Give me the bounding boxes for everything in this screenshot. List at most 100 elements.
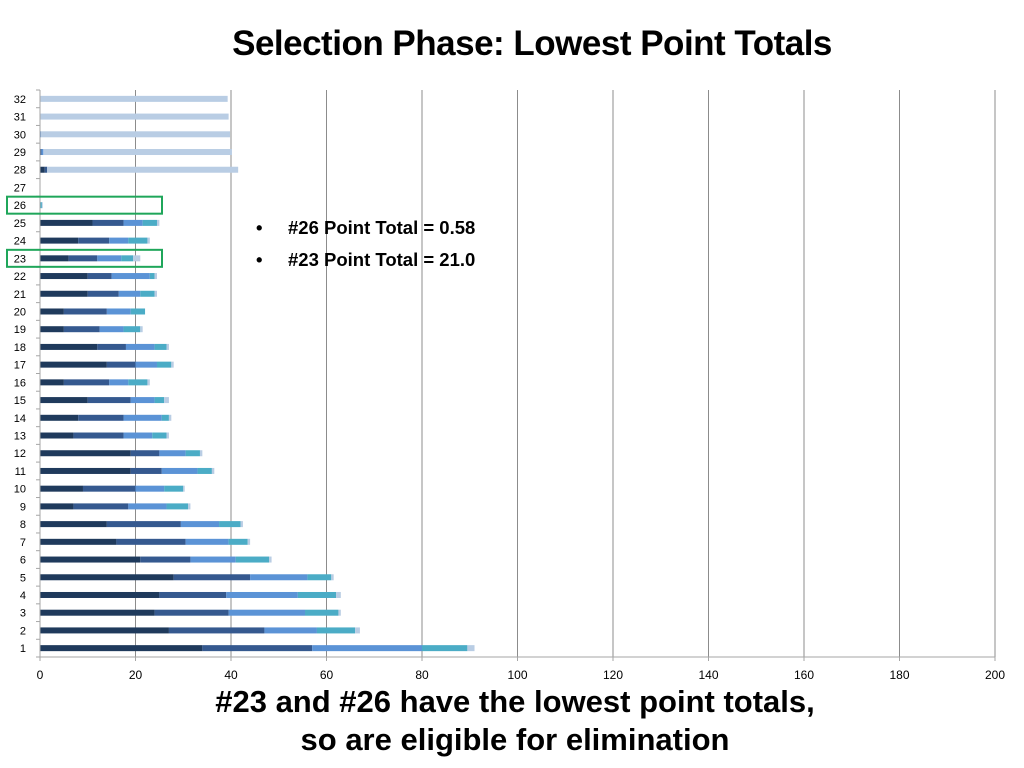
bar-6-seg-1 [40,556,141,563]
bar-9-seg-4 [166,503,189,510]
y-tick-label-17: 17 [14,360,26,372]
y-tick-labels: 1234567891011121314151617181920212223242… [14,94,26,655]
bar-5-seg-1 [40,574,174,581]
y-tick-label-1: 1 [20,643,26,655]
bar-11-seg-3 [161,467,198,474]
bar-12-seg-1 [40,450,131,457]
y-tick-label-19: 19 [14,324,26,336]
bar-18-seg-3 [125,343,155,350]
bar-11-seg-4 [197,467,212,474]
bar-26-seg-4 [40,202,42,209]
x-tick-label-140: 140 [698,668,718,682]
x-tick-label-0: 0 [37,668,44,682]
bar-28-seg-5 [47,166,239,173]
y-tick-label-28: 28 [14,165,26,177]
bar-16-seg-5 [147,379,150,386]
bar-11-seg-5 [211,467,215,474]
y-tick-label-4: 4 [20,590,26,602]
bar-15-seg-1 [40,397,88,404]
caption-line-2: so are eligible for elimination [300,722,730,757]
y-tick-label-11: 11 [15,466,26,478]
x-tick-label-20: 20 [129,668,143,682]
y-tick-label-14: 14 [14,413,26,425]
bar-3-seg-4 [305,609,339,616]
y-tick-label-20: 20 [14,306,26,318]
slide-title: Selection Phase: Lowest Point Totals [232,24,832,63]
y-tick-label-8: 8 [20,519,26,531]
x-tick-label-100: 100 [507,668,527,682]
bar-1-seg-4 [422,645,468,652]
bar-8-seg-2 [106,521,181,528]
bullet-item-23: #23 Point Total = 21.0 [256,244,475,276]
bar-19-seg-4 [123,326,141,333]
bars [40,95,475,652]
stacked-bar-chart: 1234567891011121314151617181920212223242… [6,89,1005,682]
y-tick-label-12: 12 [14,448,26,460]
y-tick-label-24: 24 [14,236,26,248]
bar-14-seg-5 [168,414,172,421]
bar-4-seg-2 [159,591,227,598]
bar-1-seg-5 [467,645,475,652]
bar-31-seg-5 [40,113,229,120]
highlight-boxes [6,195,163,268]
bar-13-seg-1 [40,432,74,439]
bar-20-seg-3 [106,308,131,315]
bar-13-seg-3 [123,432,153,439]
bar-21-seg-1 [40,290,88,297]
bar-3-seg-2 [154,609,229,616]
y-tick-label-15: 15 [14,395,26,407]
bar-14-seg-2 [78,414,124,421]
bar-20-seg-2 [63,308,107,315]
bar-13-seg-2 [73,432,124,439]
bar-10-seg-4 [164,485,184,492]
y-tick-label-29: 29 [14,147,26,159]
bar-8-seg-5 [240,521,243,528]
bar-25-seg-5 [156,219,160,226]
bar-2-seg-5 [355,627,360,634]
bar-6-seg-5 [269,556,272,563]
bar-18-seg-4 [154,343,167,350]
y-tick-label-25: 25 [14,218,26,230]
bar-14-seg-1 [40,414,79,421]
bar-23-seg-1 [40,255,69,262]
bar-20-seg-1 [40,308,64,315]
y-tick-label-3: 3 [20,608,26,620]
caption-line-1: #23 and #26 have the lowest point totals… [215,684,815,719]
bar-14-seg-4 [161,414,169,421]
bar-16-seg-1 [40,379,64,386]
x-tick-label-120: 120 [603,668,623,682]
y-tick-label-30: 30 [14,129,26,141]
bar-22-seg-3 [111,273,150,280]
bar-2-seg-2 [168,627,265,634]
bar-6-seg-4 [235,556,270,563]
bar-21-seg-2 [87,290,119,297]
bar-30-seg-5 [40,131,231,138]
bar-1-seg-2 [202,645,313,652]
bar-5-seg-4 [307,574,332,581]
bar-28-seg-1 [40,166,45,173]
y-tick-label-5: 5 [20,572,26,584]
bar-29-seg-2 [40,149,42,156]
bar-21-seg-5 [154,290,157,297]
bar-24-seg-3 [109,237,129,244]
bar-2-seg-4 [316,627,356,634]
bar-25-seg-3 [123,219,143,226]
bullet-item-26: #26 Point Total = 0.58 [256,212,475,244]
bar-5-seg-2 [173,574,251,581]
bar-17-seg-1 [40,361,107,368]
bar-23-seg-2 [68,255,98,262]
bar-2-seg-3 [264,627,317,634]
bar-18-seg-1 [40,343,98,350]
bar-5-seg-3 [250,574,308,581]
bar-4-seg-3 [226,591,298,598]
bar-22-seg-1 [40,273,88,280]
bar-15-seg-5 [164,397,169,404]
bar-9-seg-2 [73,503,129,510]
bar-1-seg-3 [312,645,422,652]
gridlines [135,90,996,657]
x-tick-label-180: 180 [889,668,909,682]
y-tick-label-32: 32 [14,94,26,106]
bar-13-seg-5 [166,432,169,439]
bar-25-seg-4 [142,219,157,226]
bar-26-seg-5 [41,202,43,209]
